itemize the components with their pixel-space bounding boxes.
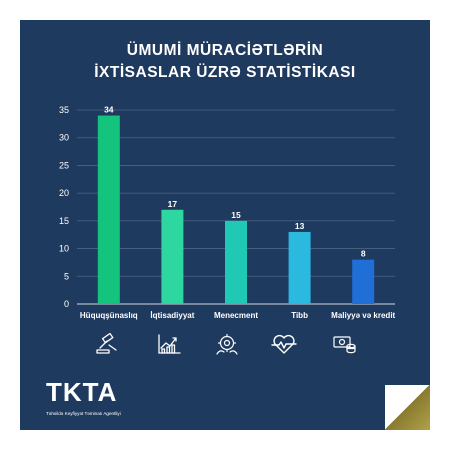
y-tick-label: 20: [59, 188, 69, 198]
bar: [161, 209, 184, 304]
bar: [288, 231, 311, 304]
x-tick-label: Tibb: [291, 311, 308, 320]
data-label: 8: [361, 249, 366, 259]
growth-chart-icon: [158, 334, 181, 354]
y-tick-label: 35: [59, 105, 69, 115]
y-tick-label: 30: [59, 133, 69, 143]
data-label: 13: [295, 221, 305, 231]
title-line-1: ÜMUMİ MÜRACİƏTLƏRİN: [126, 42, 324, 59]
y-tick-label: 10: [59, 244, 69, 254]
x-tick-label: Menecment: [214, 311, 258, 320]
management-gear-icon: [216, 333, 238, 355]
x-tick-label: Hüquqşünaslıq: [80, 311, 138, 320]
money-coins-icon: [333, 336, 356, 354]
tkta-logo: TKTA: [46, 377, 118, 407]
x-tick-label: Maliyyə və kredit: [331, 311, 395, 320]
y-tick-label: 25: [59, 160, 69, 170]
heartbeat-icon: [271, 334, 297, 354]
y-tick-label: 5: [64, 271, 69, 281]
gavel-icon: [96, 333, 117, 354]
title-line-2: İXTİSASLAR ÜZRƏ STATİSTİKASI: [94, 64, 356, 81]
bar: [225, 220, 247, 304]
page-curl-corner: [385, 385, 430, 430]
bar: [97, 115, 120, 305]
chart-title: ÜMUMİ MÜRACİƏTLƏRİN İXTİSASLAR ÜZRƏ STAT…: [20, 40, 430, 84]
data-label: 34: [104, 105, 114, 115]
bar-chart: 0 5 10 15 20 25 30 35 34 Hüquqşünaslıq 17 İqtisadiy…: [59, 105, 396, 320]
data-label: 17: [168, 199, 178, 209]
data-label: 15: [231, 210, 241, 220]
bar: [352, 259, 375, 304]
agency-name: Təhsildə Keyfiyyət Təminatı Agentliyi: [46, 411, 121, 416]
y-tick-label: 15: [59, 216, 69, 226]
x-tick-label: İqtisadiyyat: [150, 311, 194, 320]
y-tick-label: 0: [64, 299, 69, 309]
